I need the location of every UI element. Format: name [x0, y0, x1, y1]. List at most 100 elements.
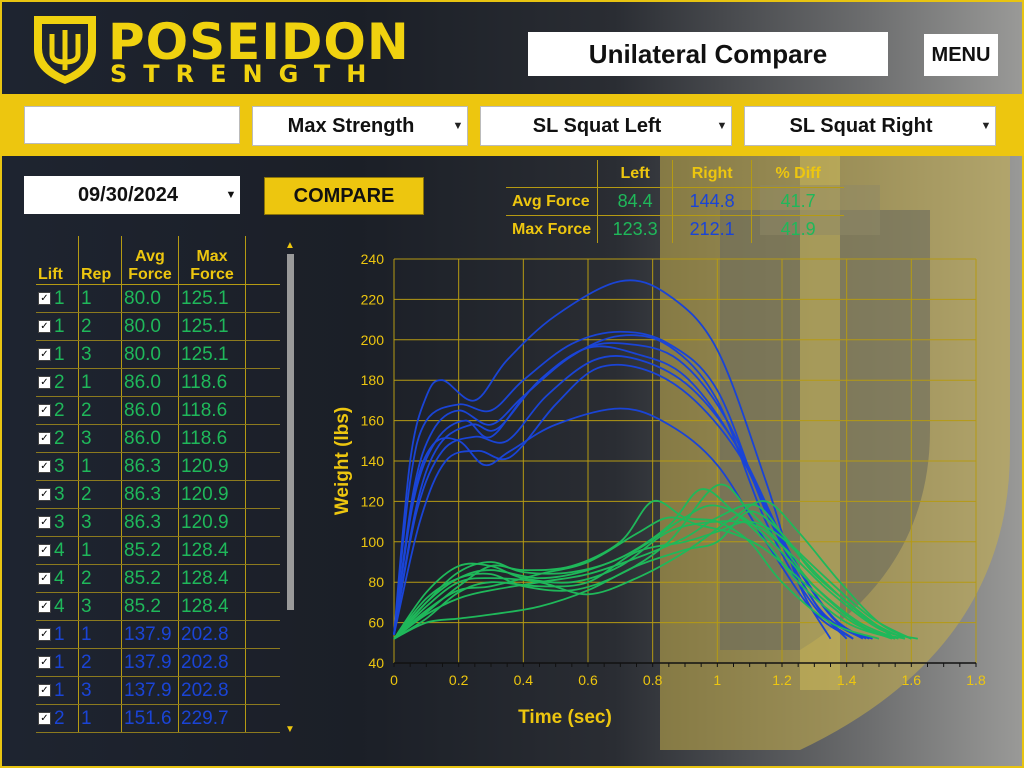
left-force-curve [393, 500, 912, 640]
row-lift-value: 4 [54, 567, 65, 589]
row-rep-value: 3 [78, 508, 122, 537]
table-row[interactable]: ✓ 4 1 85.2 128.4 [36, 536, 280, 565]
summary-row-label: Avg Force [506, 187, 598, 216]
table-row[interactable]: ✓ 2 2 86.0 118.6 [36, 396, 280, 425]
row-lift-cell: ✓ 1 [36, 284, 79, 313]
row-max-force: 202.8 [178, 648, 246, 677]
table-row[interactable]: ✓ 1 3 137.9 202.8 [36, 676, 280, 705]
right-force-curve [393, 342, 864, 640]
row-rep-value: 1 [78, 620, 122, 649]
row-checkbox[interactable]: ✓ [38, 319, 51, 333]
chevron-down-icon: ▼ [225, 189, 237, 201]
row-checkbox[interactable]: ✓ [38, 431, 51, 445]
row-rep-value: 1 [78, 368, 122, 397]
row-lift-value: 1 [54, 651, 65, 673]
row-spacer [245, 452, 280, 481]
row-lift-cell: ✓ 2 [36, 424, 79, 453]
date-dropdown-label: 09/30/2024 [77, 183, 179, 206]
row-checkbox[interactable]: ✓ [38, 291, 51, 305]
table-row[interactable]: ✓ 1 3 80.0 125.1 [36, 340, 280, 369]
row-spacer [245, 424, 280, 453]
row-max-force: 120.9 [178, 452, 246, 481]
row-max-force: 118.6 [178, 368, 246, 397]
row-spacer [245, 676, 280, 705]
list-header-max: Max Force [178, 236, 246, 285]
table-row[interactable]: ✓ 4 2 85.2 128.4 [36, 564, 280, 593]
x-tick-label: 0.2 [449, 672, 469, 688]
row-checkbox[interactable]: ✓ [38, 711, 51, 725]
row-checkbox[interactable]: ✓ [38, 459, 51, 473]
list-body: ✓ 1 1 80.0 125.1 ✓ 1 2 80.0 125.1 ✓ 1 3 80.0 125.1 ✓ 2 1 8… [36, 284, 280, 733]
y-tick-label: 140 [361, 453, 385, 469]
row-checkbox[interactable]: ✓ [38, 515, 51, 529]
table-row[interactable]: ✓ 3 2 86.3 120.9 [36, 480, 280, 509]
row-checkbox[interactable]: ✓ [38, 543, 51, 557]
row-checkbox[interactable]: ✓ [38, 627, 51, 641]
table-row[interactable]: ✓ 2 3 86.0 118.6 [36, 424, 280, 453]
metric-dropdown[interactable]: Max Strength ▼ [252, 106, 468, 146]
row-lift-cell: ✓ 1 [36, 648, 79, 677]
table-row[interactable]: ✓ 3 3 86.3 120.9 [36, 508, 280, 537]
y-tick-label: 220 [361, 291, 385, 307]
right-exercise-label: SL Squat Right [789, 114, 933, 137]
right-exercise-dropdown[interactable]: SL Squat Right ▼ [744, 106, 996, 146]
x-tick-label: 0.8 [643, 672, 663, 688]
row-checkbox[interactable]: ✓ [38, 571, 51, 585]
brand-logo: POSEIDON STRENGTH [30, 10, 440, 90]
date-dropdown[interactable]: 09/30/2024 ▼ [24, 176, 240, 214]
row-lift-cell: ✓ 3 [36, 480, 79, 509]
summary-table: Left Right % Diff Avg Force 84.4 144.8 4… [506, 160, 845, 243]
table-row[interactable]: ✓ 1 1 137.9 202.8 [36, 620, 280, 649]
row-lift-value: 2 [54, 399, 65, 421]
x-tick-label: 1 [713, 672, 721, 688]
row-checkbox[interactable]: ✓ [38, 683, 51, 697]
lift-list: Lift Rep Avg Force Max Force ✓ 1 1 80.0 125.… [36, 236, 280, 733]
row-max-force: 128.4 [178, 536, 246, 565]
row-max-force: 125.1 [178, 340, 246, 369]
x-tick-label: 0.4 [514, 672, 534, 688]
row-checkbox[interactable]: ✓ [38, 347, 51, 361]
row-spacer [245, 648, 280, 677]
left-exercise-dropdown[interactable]: SL Squat Left ▼ [480, 106, 732, 146]
row-lift-value: 4 [54, 595, 65, 617]
row-avg-force: 86.0 [121, 424, 179, 453]
table-row[interactable]: ✓ 1 2 137.9 202.8 [36, 648, 280, 677]
table-row[interactable]: ✓ 4 3 85.2 128.4 [36, 592, 280, 621]
scroll-thumb[interactable] [287, 254, 294, 610]
y-tick-label: 200 [361, 332, 385, 348]
compare-button[interactable]: COMPARE [264, 177, 424, 215]
row-spacer [245, 620, 280, 649]
row-spacer [245, 284, 280, 313]
row-avg-force: 86.0 [121, 368, 179, 397]
x-tick-label: 0.6 [578, 672, 598, 688]
table-row[interactable]: ✓ 1 1 80.0 125.1 [36, 284, 280, 313]
row-rep-value: 1 [78, 284, 122, 313]
row-checkbox[interactable]: ✓ [38, 599, 51, 613]
chevron-down-icon: ▼ [452, 120, 464, 132]
row-checkbox[interactable]: ✓ [38, 487, 51, 501]
row-checkbox[interactable]: ✓ [38, 655, 51, 669]
row-lift-cell: ✓ 4 [36, 536, 79, 565]
table-row[interactable]: ✓ 3 1 86.3 120.9 [36, 452, 280, 481]
list-scrollbar[interactable]: ▲ ▼ [284, 240, 296, 736]
summary-diff-value: 41.7 [751, 187, 845, 216]
row-max-force: 118.6 [178, 396, 246, 425]
row-lift-cell: ✓ 1 [36, 340, 79, 369]
table-row[interactable]: ✓ 2 1 151.6 229.7 [36, 704, 280, 733]
y-tick-label: 180 [361, 372, 385, 388]
summary-header-left: Left [597, 160, 673, 188]
list-header-rep: Rep [78, 236, 122, 285]
row-spacer [245, 536, 280, 565]
row-checkbox[interactable]: ✓ [38, 403, 51, 417]
menu-button[interactable]: MENU [924, 34, 998, 76]
table-row[interactable]: ✓ 1 2 80.0 125.1 [36, 312, 280, 341]
scroll-down-icon[interactable]: ▼ [285, 724, 295, 735]
left-force-curve [393, 520, 906, 640]
row-checkbox[interactable]: ✓ [38, 375, 51, 389]
row-lift-value: 1 [54, 679, 65, 701]
row-spacer [245, 396, 280, 425]
scroll-up-icon[interactable]: ▲ [285, 240, 295, 251]
athlete-input[interactable] [24, 106, 240, 144]
x-tick-label: 1.2 [772, 672, 792, 688]
table-row[interactable]: ✓ 2 1 86.0 118.6 [36, 368, 280, 397]
